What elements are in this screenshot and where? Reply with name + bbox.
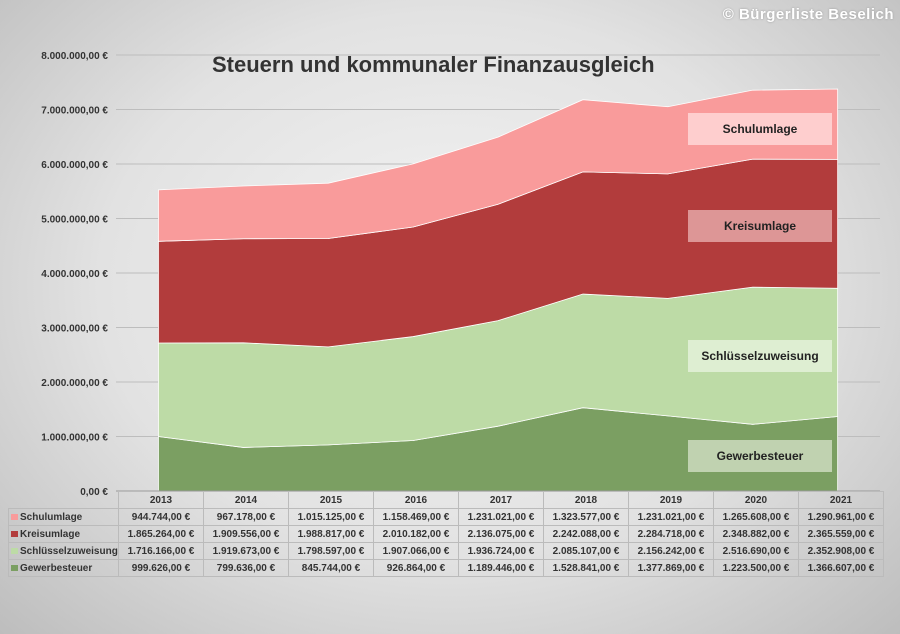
- x-tick-label: 2017: [458, 491, 544, 509]
- y-tick-label: 3.000.000,00 €: [41, 324, 108, 335]
- table-row: Schlüsselzuweisung 1.716.166,00 €1.919.67…: [8, 542, 884, 560]
- x-tick-label: 2015: [288, 491, 374, 509]
- table-cell: 1.265.608,00 €: [713, 508, 799, 526]
- table-cell: 926.864,00 €: [373, 559, 459, 577]
- table-cell: 1.919.673,00 €: [203, 542, 289, 560]
- table-cell: 1.716.166,00 €: [118, 542, 204, 560]
- table-cell: 1.528.841,00 €: [543, 559, 629, 577]
- table-cell: 1.366.607,00 €: [798, 559, 884, 577]
- table-cell: 944.744,00 €: [118, 508, 204, 526]
- table-cell: 1.223.500,00 €: [713, 559, 799, 577]
- table-cell: 1.323.577,00 €: [543, 508, 629, 526]
- table-cell: 2.352.908,00 €: [798, 542, 884, 560]
- x-tick-label: 2016: [373, 491, 459, 509]
- annotation-kreisumlage: Kreisumlage: [688, 210, 832, 242]
- table-cell: 2.136.075,00 €: [458, 525, 544, 543]
- table-cell: 799.636,00 €: [203, 559, 289, 577]
- table-cell: 2.085.107,00 €: [543, 542, 629, 560]
- x-tick-label: 2013: [118, 491, 204, 509]
- legend-label: Schulumlage: [20, 511, 83, 523]
- y-tick-label: 7.000.000,00 €: [41, 106, 108, 117]
- table-cell: 1.290.961,00 €: [798, 508, 884, 526]
- table-cell: 1.936.724,00 €: [458, 542, 544, 560]
- y-tick-label: 2.000.000,00 €: [41, 378, 108, 389]
- legend-swatch: [11, 530, 18, 537]
- table-cell: 1.015.125,00 €: [288, 508, 374, 526]
- data-table: 2013 2014 2015 2016 2017 2018 2019 2020 2021 Schu…: [8, 491, 884, 577]
- x-tick-label: 2014: [203, 491, 289, 509]
- table-cell: 2.156.242,00 €: [628, 542, 714, 560]
- x-tick-label: 2018: [543, 491, 629, 509]
- table-cell: 967.178,00 €: [203, 508, 289, 526]
- y-tick-label: 1.000.000,00 €: [41, 433, 108, 444]
- table-cell: 1.231.021,00 €: [458, 508, 544, 526]
- legend-label: Schlüsselzuweisung: [20, 545, 118, 557]
- table-cell: 2.284.718,00 €: [628, 525, 714, 543]
- legend-label: Gewerbesteuer: [20, 562, 93, 574]
- table-corner: [9, 492, 119, 509]
- legend-swatch: [11, 513, 18, 520]
- legend-swatch: [11, 564, 18, 571]
- y-tick-label: 0,00 €: [80, 487, 108, 498]
- area-schulumlage: [158, 88, 839, 242]
- table-cell: 1.798.597,00 €: [288, 542, 374, 560]
- annotation-schluesselzuweisung: Schlüsselzuweisung: [688, 340, 832, 372]
- y-tick-label: 5.000.000,00 €: [41, 215, 108, 226]
- y-tick-label: 6.000.000,00 €: [41, 160, 108, 171]
- table-cell: 845.744,00 €: [288, 559, 374, 577]
- annotation-schulumlage: Schulumlage: [688, 113, 832, 145]
- table-cell: 1.231.021,00 €: [628, 508, 714, 526]
- annotation-gewerbesteuer: Gewerbesteuer: [688, 440, 832, 472]
- table-row: Schulumlage 944.744,00 €967.178,00 €1.015…: [8, 508, 884, 526]
- table-cell: 2.348.882,00 €: [713, 525, 799, 543]
- x-tick-label: 2020: [713, 491, 799, 509]
- table-row: Gewerbesteuer 999.626,00 €799.636,00 €845…: [8, 559, 884, 577]
- chart-title: Steuern und kommunaler Finanzausgleich: [212, 52, 655, 77]
- table-cell: 1.907.066,00 €: [373, 542, 459, 560]
- legend-entry: Kreisumlage: [8, 525, 119, 543]
- y-tick-label: 8.000.000,00 €: [41, 51, 108, 62]
- copyright-notice: © Bürgerliste Beselich: [722, 6, 894, 23]
- y-tick-label: 4.000.000,00 €: [41, 269, 108, 280]
- legend-swatch: [11, 547, 18, 554]
- table-cell: 1.189.446,00 €: [458, 559, 544, 577]
- table-cell: 2.365.559,00 €: [798, 525, 884, 543]
- table-cell: 1.988.817,00 €: [288, 525, 374, 543]
- table-cell: 2.516.690,00 €: [713, 542, 799, 560]
- legend-entry: Gewerbesteuer: [8, 559, 119, 577]
- table-header-row: 2013 2014 2015 2016 2017 2018 2019 2020 2021: [9, 491, 884, 509]
- table-cell: 1.909.556,00 €: [203, 525, 289, 543]
- table-cell: 2.010.182,00 €: [373, 525, 459, 543]
- legend-entry: Schulumlage: [8, 508, 119, 526]
- table-cell: 1.158.469,00 €: [373, 508, 459, 526]
- table-cell: 2.242.088,00 €: [543, 525, 629, 543]
- table-cell: 1.377.869,00 €: [628, 559, 714, 577]
- x-tick-label: 2021: [798, 491, 884, 509]
- table-cell: 1.865.264,00 €: [118, 525, 204, 543]
- legend-entry: Schlüsselzuweisung: [8, 542, 119, 560]
- legend-label: Kreisumlage: [20, 528, 81, 540]
- x-tick-label: 2019: [628, 491, 714, 509]
- table-cell: 999.626,00 €: [118, 559, 204, 577]
- table-row: Kreisumlage 1.865.264,00 €1.909.556,00 €1…: [8, 525, 884, 543]
